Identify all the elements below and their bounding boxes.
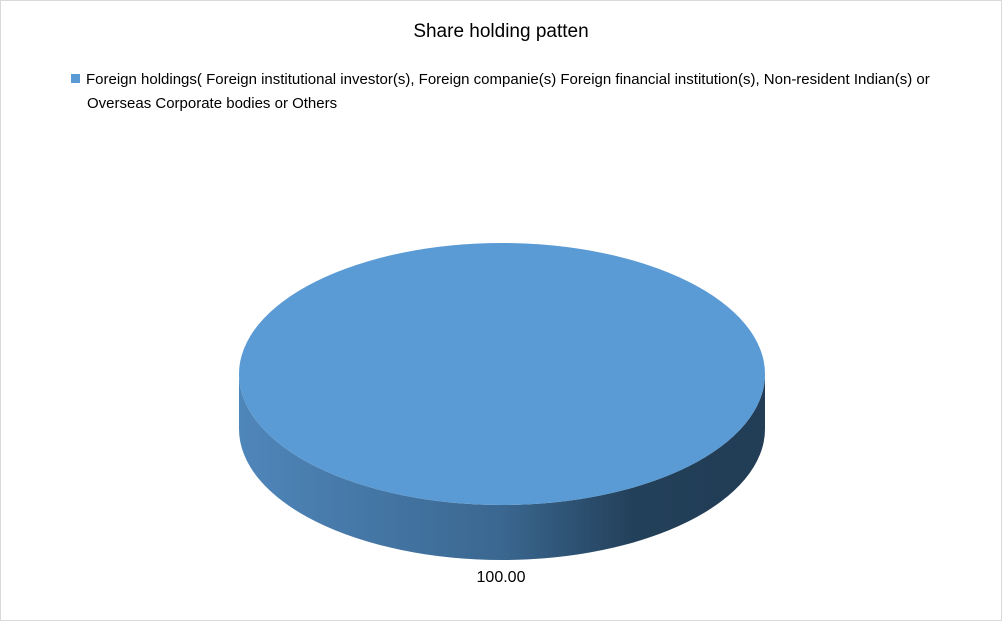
chart-title: Share holding patten xyxy=(413,21,589,42)
legend: Foreign holdings( Foreign institutional … xyxy=(71,68,967,116)
legend-entry: Foreign holdings( Foreign institutional … xyxy=(86,71,930,112)
data-label: 100.00 xyxy=(476,569,526,586)
legend-swatch xyxy=(71,74,80,83)
pie-slice xyxy=(239,243,765,505)
pie-slice-side xyxy=(239,374,765,560)
